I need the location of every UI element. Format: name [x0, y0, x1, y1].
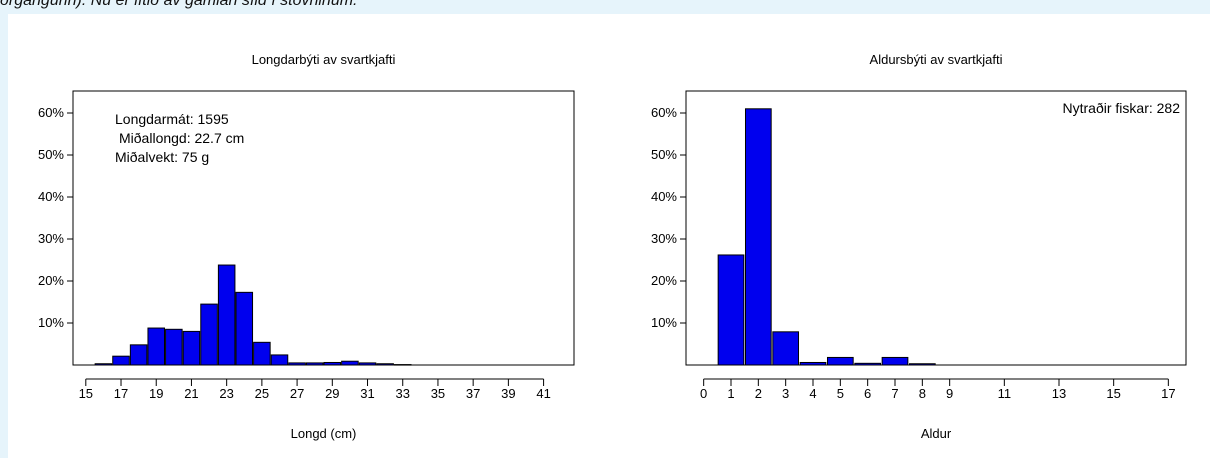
- chart1-ytick-label: 40%: [38, 189, 64, 204]
- chart1-bar-27: [288, 362, 306, 366]
- chart2-title: Aldursbýti av svartkjafti: [870, 52, 1003, 67]
- chart2-bar-6: [854, 362, 882, 366]
- chart1-xtick-label: 25: [255, 386, 269, 401]
- chart2-ytick-label: 40%: [651, 189, 677, 204]
- chart2-xtick-label: 11: [998, 386, 1012, 401]
- chart1-xtick-label: 27: [290, 386, 304, 401]
- chart2-xtick-label: 3: [782, 386, 789, 401]
- chart2-xlabel: Aldur: [921, 426, 952, 441]
- chart1-xlabel: Longd (cm): [291, 426, 357, 441]
- chart1-xtick-label: 41: [536, 386, 550, 401]
- chart1-bar-29: [323, 361, 342, 366]
- chart2-xtick-label: 8: [919, 386, 926, 401]
- chart2-xtick-label: 5: [837, 386, 844, 401]
- chart1-xtick-label: 39: [501, 386, 515, 401]
- chart1-xtick-label: 31: [360, 386, 374, 401]
- chart1-ytick-label: 20%: [38, 273, 64, 288]
- chart1-frame: [72, 90, 575, 366]
- chart1-xtick-label: 29: [325, 386, 339, 401]
- chart1-annotation: Miðallongd: 22.7 cm: [119, 130, 244, 146]
- chart1-xtick-label: 15: [79, 386, 93, 401]
- chart1-xtick-label: 33: [395, 386, 409, 401]
- chart2-ytick-label: 50%: [651, 147, 677, 162]
- chart2-bar-2: [744, 108, 772, 366]
- chart1-bar-30: [341, 360, 359, 366]
- chart1-bar-17: [112, 355, 130, 366]
- chart2-bar-8: [908, 363, 936, 366]
- chart2-xtick-label: 4: [809, 386, 816, 401]
- chart2-ytick-label: 30%: [651, 231, 677, 246]
- chart1-bar-20: [165, 328, 183, 366]
- chart1-title: Longdarbýti av svartkjafti: [252, 52, 396, 67]
- chart2-ytick-label: 20%: [651, 273, 677, 288]
- chart-panel: Longdarbýti av svartkjafti 10% 20% 30% 40% 50…: [8, 14, 1210, 458]
- chart2-bar-5: [826, 356, 854, 366]
- chart1-ytick-label: 60%: [38, 105, 64, 120]
- chart1-ytick-label: 10%: [38, 315, 64, 330]
- chart1-bar-24: [235, 291, 254, 366]
- chart2-xtick-label: 9: [946, 386, 953, 401]
- chart1-bar-26: [270, 354, 289, 366]
- chart2-xtick-label: 0: [700, 386, 707, 401]
- top-strip: [0, 0, 1210, 14]
- chart1-bar-23: [217, 264, 236, 366]
- chart1-xtick-label: 37: [466, 386, 480, 401]
- chart1-ytick-label: 50%: [38, 147, 64, 162]
- chart2-xtick-label: 13: [1052, 386, 1066, 401]
- chart2-xtick-label: 1: [727, 386, 734, 401]
- chart1-bar-19: [147, 327, 166, 366]
- chart1-xtick-label: 35: [431, 386, 445, 401]
- chart1-annotation: Longdarmát: 1595: [115, 111, 229, 127]
- chart1-ytick-label: 30%: [38, 231, 64, 246]
- chart1-bar-33: [393, 364, 412, 366]
- chart2-xtick-label: 2: [755, 386, 762, 401]
- chart2-bar-4: [799, 361, 827, 366]
- chart2-xtick-label: 6: [864, 386, 871, 401]
- chart2-xtick-label: 17: [1161, 386, 1175, 401]
- chart1-bar-32: [376, 363, 394, 366]
- chart1-xtick-label: 23: [219, 386, 233, 401]
- chart2-bar-7: [881, 356, 909, 366]
- chart2-bar-1: [717, 254, 745, 366]
- chart2-annotation: Nytraðir fiskar: 282: [1063, 100, 1181, 116]
- chart1-xtick-label: 21: [184, 386, 198, 401]
- chart1-bar-25: [253, 341, 271, 366]
- chart1-bar-31: [358, 362, 377, 366]
- chart1-xtick-label: 17: [114, 386, 128, 401]
- chart2-ytick-label: 10%: [651, 315, 677, 330]
- chart1-bar-22: [200, 303, 218, 366]
- chart2-ytick-label: 60%: [651, 105, 677, 120]
- chart1-xtick-label: 19: [149, 386, 163, 401]
- charts-svg: Longdarbýti av svartkjafti10%20%30%40%50…: [38, 52, 1187, 441]
- chart1-bar-16: [94, 363, 113, 366]
- chart1-annotation: Miðalvekt: 75 g: [115, 149, 209, 165]
- chart1-bar-28: [305, 362, 324, 366]
- article-caption: ðrgangurin). Nú er lítið av gamlan síld …: [0, 0, 358, 9]
- chart1-bar-18: [129, 344, 148, 366]
- chart2-bar-3: [772, 331, 800, 366]
- chart2-frame: [685, 90, 1187, 366]
- chart2-xtick-label: 15: [1106, 386, 1120, 401]
- chart1-bar-21: [182, 330, 201, 366]
- chart2-xtick-label: 7: [891, 386, 898, 401]
